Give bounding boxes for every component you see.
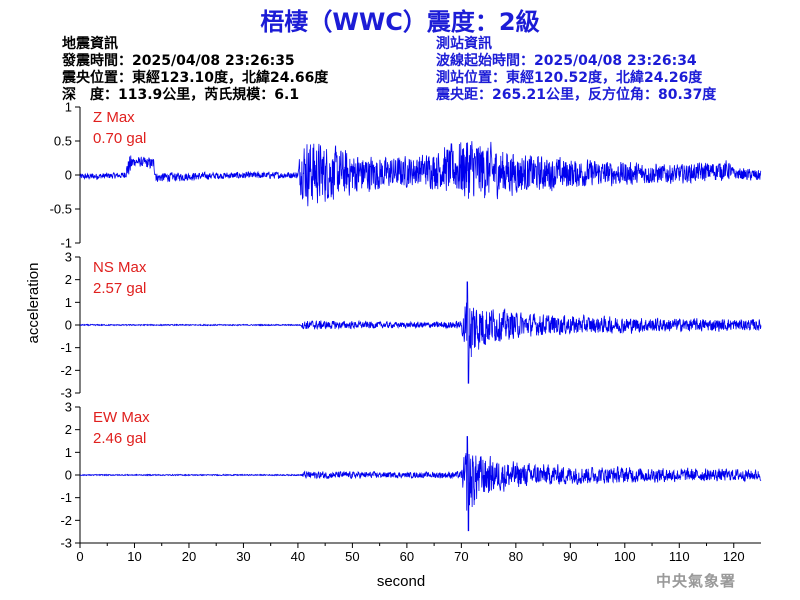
page-title: 梧棲（WWC）震度：2級 xyxy=(260,8,540,36)
agency-watermark: 中央氣象署 xyxy=(656,572,737,590)
y-tick-label-ew: 0 xyxy=(65,468,72,483)
max-label-ew: EW Max xyxy=(93,409,150,426)
y-tick-label-ns: 3 xyxy=(65,250,72,265)
max-value-ns: 2.57 gal xyxy=(93,280,146,297)
y-tick-label-ns: -2 xyxy=(60,363,72,378)
x-tick-label: 90 xyxy=(563,549,577,564)
x-tick-label: 20 xyxy=(182,549,196,564)
depth-magnitude: 深 度：113.9公里，芮氏規模：6.1 xyxy=(62,87,300,103)
y-tick-label-ew: -1 xyxy=(60,490,72,505)
y-tick-label-ew: 2 xyxy=(65,422,72,437)
trace-z xyxy=(79,141,762,207)
y-tick-label-ns: 0 xyxy=(65,318,72,333)
y-tick-label-ew: 3 xyxy=(65,400,72,415)
earthquake-info: 地震資訊 發震時間：2025/04/08 23:26:35 震央位置：東經123… xyxy=(62,36,328,104)
station-info-heading: 測站資訊 xyxy=(436,36,492,52)
x-tick-label: 70 xyxy=(454,549,468,564)
trace-ns xyxy=(79,281,762,384)
origin-time: 發震時間：2025/04/08 23:26:35 xyxy=(62,53,295,69)
epicentral-distance: 震央距：265.21公里，反方位角：80.37度 xyxy=(436,87,717,103)
y-axis-label: acceleration xyxy=(25,263,42,344)
x-tick-label: 10 xyxy=(127,549,141,564)
x-tick-label: 110 xyxy=(669,549,690,564)
max-label-z: Z Max xyxy=(93,109,135,126)
trace-ew xyxy=(79,436,762,532)
y-tick-label-ns: 1 xyxy=(65,295,72,310)
y-tick-label-ns: -1 xyxy=(60,340,72,355)
station-info: 測站資訊 波線起始時間：2025/04/08 23:26:34 測站位置：東經1… xyxy=(436,36,716,104)
x-tick-label: 100 xyxy=(614,549,636,564)
y-tick-label-ns: -3 xyxy=(60,386,72,401)
x-tick-label: 30 xyxy=(236,549,250,564)
x-tick-label: 0 xyxy=(76,549,83,564)
y-tick-label-ns: 2 xyxy=(65,272,72,287)
x-axis-label: second xyxy=(377,573,425,590)
y-tick-label-z: -0.5 xyxy=(50,202,72,217)
y-tick-label-z: -1 xyxy=(60,236,72,251)
x-tick-label: 80 xyxy=(509,549,523,564)
earthquake-info-heading: 地震資訊 xyxy=(62,36,118,52)
x-tick-label: 50 xyxy=(345,549,359,564)
y-tick-label-ew: -2 xyxy=(60,513,72,528)
y-tick-label-ew: 1 xyxy=(65,445,72,460)
y-tick-label-z: 1 xyxy=(65,100,72,115)
x-tick-label: 60 xyxy=(400,549,414,564)
y-tick-label-z: 0.5 xyxy=(54,134,72,149)
epicenter-location: 震央位置：東經123.10度，北緯24.66度 xyxy=(62,70,329,86)
waveform-start-time: 波線起始時間：2025/04/08 23:26:34 xyxy=(436,53,697,69)
max-value-ew: 2.46 gal xyxy=(93,430,146,447)
x-tick-label: 40 xyxy=(291,549,305,564)
max-value-z: 0.70 gal xyxy=(93,130,146,147)
x-tick-label: 120 xyxy=(723,549,745,564)
y-tick-label-z: 0 xyxy=(65,168,72,183)
station-location: 測站位置：東經120.52度，北緯24.26度 xyxy=(436,70,703,86)
y-tick-label-ew: -3 xyxy=(60,536,72,551)
max-label-ns: NS Max xyxy=(93,259,147,276)
